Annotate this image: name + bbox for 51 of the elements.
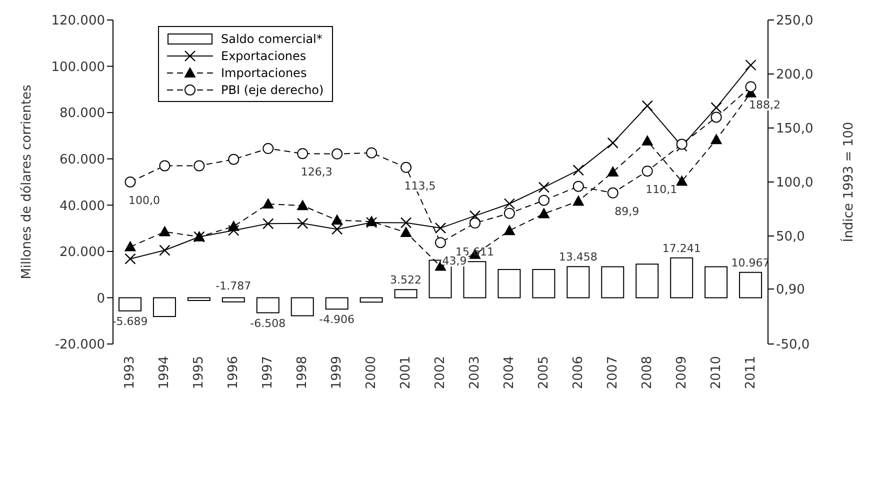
x-tick-label: 1997 [260, 356, 276, 390]
legend-label: Importaciones [221, 66, 307, 80]
x-tick-label: 1996 [226, 356, 242, 390]
y-tick-label: 60.000 [60, 152, 105, 168]
y-tick-label: 120.000 [51, 14, 105, 29]
y-tick-label: 20.000 [60, 245, 105, 260]
data-label: 89,9 [614, 204, 640, 218]
x-tick-label: 1993 [122, 356, 138, 390]
y-tick-label: 100.000 [51, 60, 105, 75]
x-tick-label: 2000 [364, 356, 380, 390]
x-tick-label: 2002 [433, 356, 448, 390]
x-tick-label: 2001 [398, 356, 414, 390]
data-label: -1.787 [216, 280, 252, 293]
x-tick-label: 2007 [605, 356, 620, 390]
y2-tick-label: -50,0 [776, 338, 810, 353]
x-tick-label: 2003 [467, 356, 482, 390]
data-label: 100,0 [128, 194, 160, 207]
y2-tick-label: 100,0 [776, 176, 814, 191]
data-label: 126,3 [300, 166, 332, 179]
y-tick-label: 40.000 [60, 198, 105, 214]
y-tick-label: -20.000 [54, 338, 105, 353]
data-label: 17.241 [662, 242, 701, 255]
y-tick-label: 0 [96, 291, 105, 306]
y2-tick-label: 50,0 [776, 230, 805, 245]
x-tick-label: 2008 [640, 356, 655, 390]
data-label: 110,1 [646, 183, 678, 196]
x-tick-label: 2011 [743, 356, 758, 390]
x-tick-label: 2004 [502, 356, 517, 390]
y-axis-title: Millones de dólares corrientes [20, 84, 35, 280]
data-label: 13.458 [558, 250, 598, 264]
x-tick-label: 2006 [570, 356, 586, 390]
data-label: -6.508 [250, 316, 286, 330]
legend-label: PBI (eje derecho) [221, 82, 324, 96]
y2-tick-label: 250,0 [776, 14, 814, 29]
legend-label: Saldo comercial* [221, 32, 322, 46]
y2-tick-label: 0,90 [776, 282, 805, 298]
x-tick-label: 1998 [295, 356, 310, 390]
data-label: -4.906 [319, 313, 355, 326]
x-tick-label: 1999 [330, 356, 345, 390]
x-tick-label: 2005 [536, 356, 552, 390]
y2-axis-title: Índice 1993 = 100 [840, 122, 857, 242]
y2-tick-label: 150,0 [776, 122, 814, 137]
x-tick-label: 1994 [157, 356, 172, 390]
x-tick-label: 2010 [708, 356, 724, 390]
x-tick-label: 1995 [192, 356, 207, 390]
y-tick-label: 80.000 [60, 106, 105, 122]
data-label: 3.522 [390, 274, 422, 287]
x-tick-label: 2009 [674, 356, 690, 390]
data-label: 113,5 [404, 179, 436, 192]
y2-tick-label: 200,0 [776, 68, 814, 83]
legend-label: Exportaciones [221, 48, 306, 62]
